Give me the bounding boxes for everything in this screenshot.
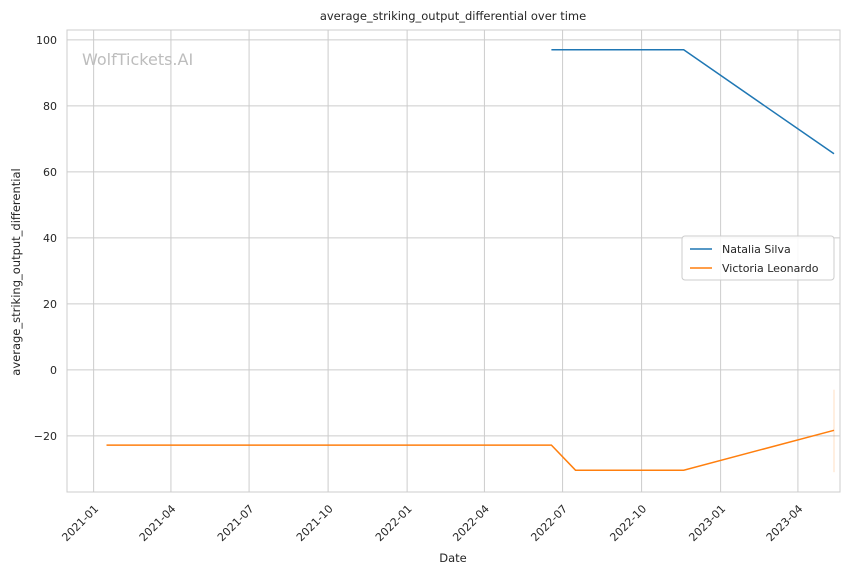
x-tick-label: 2022-04 <box>450 502 492 544</box>
x-tick-label: 2023-04 <box>764 502 806 544</box>
legend-box <box>681 235 835 281</box>
legend-label: Natalia Silva <box>722 243 791 256</box>
chart-title: average_striking_output_differential ove… <box>320 9 586 23</box>
y-axis-label: average_striking_output_differential <box>9 168 23 375</box>
series-line-natalia-silva <box>551 49 835 155</box>
series-line-victoria-leonardo <box>106 429 835 471</box>
y-tick-label: 80 <box>43 100 57 113</box>
x-tick-label: 2021-07 <box>215 502 257 544</box>
x-tick-label: 2022-01 <box>373 502 415 544</box>
y-tick-label: 40 <box>43 232 57 245</box>
y-tick-label: −20 <box>34 430 57 443</box>
watermark: WolfTickets.AI <box>82 50 193 69</box>
y-tick-label: 100 <box>36 34 57 47</box>
legend-label: Victoria Leonardo <box>722 262 819 275</box>
series-layer <box>106 49 835 473</box>
x-tick-label: 2022-10 <box>607 502 649 544</box>
legend: Natalia Silva Victoria Leonardo <box>681 235 835 281</box>
x-tick-label: 2021-10 <box>294 502 336 544</box>
x-axis-label: Date <box>439 551 467 565</box>
x-tick-label: 2022-07 <box>528 502 570 544</box>
y-tick-label: 0 <box>50 364 57 377</box>
y-tick-label: 60 <box>43 166 57 179</box>
x-tick-label: 2023-01 <box>686 502 728 544</box>
y-tick-label: 20 <box>43 298 57 311</box>
x-tick-label: 2021-01 <box>59 502 101 544</box>
x-tick-label: 2021-04 <box>137 502 179 544</box>
